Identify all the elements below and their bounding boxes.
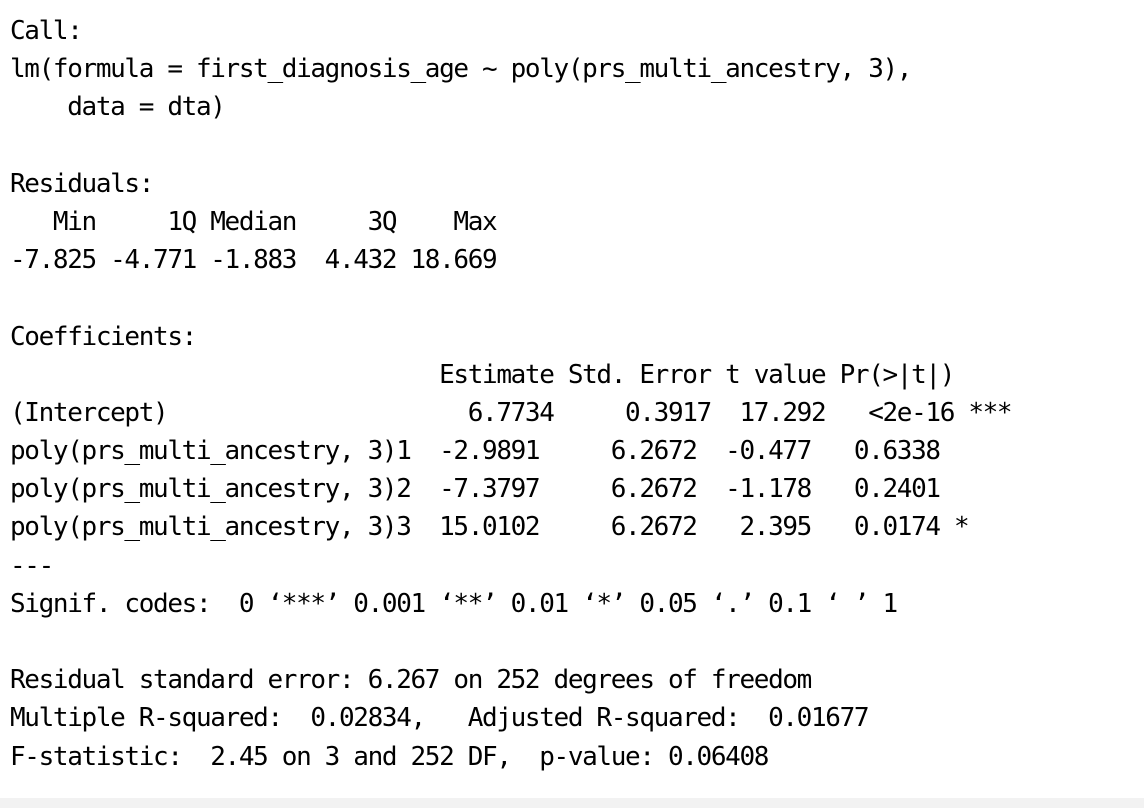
blank-line [10, 127, 1134, 165]
separator-line: --- [10, 550, 54, 581]
residuals-values: -7.825 -4.771 -1.883 4.432 18.669 [10, 245, 511, 276]
residuals-labels: Min 1Q Median 3Q Max [10, 206, 511, 237]
coefficient-row-poly3: poly(prs_multi_ancestry, 3)3 15.0102 6.2… [10, 512, 997, 543]
blank-line [10, 623, 1134, 661]
residuals-header: Residuals: [10, 168, 154, 199]
call-data-line: data = dta) [10, 92, 226, 123]
coefficient-row-poly2: poly(prs_multi_ancestry, 3)2 -7.3797 6.2… [10, 474, 997, 505]
call-header: Call: [10, 16, 83, 46]
coefficient-row-intercept: (Intercept) 6.7734 0.3917 17.292 <2e-16 … [10, 397, 1013, 428]
r-squared-line: Multiple R-squared: 0.02834, Adjusted R-… [10, 703, 883, 734]
coefficients-column-headers: Estimate Std. Error t value Pr(>|t|) [10, 359, 1012, 390]
residual-standard-error: Residual standard error: 6.267 on 252 de… [10, 665, 812, 696]
coefficient-row-poly1: poly(prs_multi_ancestry, 3)1 -2.9891 6.2… [10, 436, 997, 467]
f-statistic-line: F-statistic: 2.45 on 3 and 252 DF, p-val… [10, 741, 769, 772]
bottom-edge [0, 798, 1144, 808]
blank-line [10, 279, 1134, 317]
r-console-output: Call: lm(formula = first_diagnosis_age ~… [10, 12, 1134, 776]
signif-codes: Signif. codes: 0 ‘***’ 0.001 ‘**’ 0.01 ‘… [10, 588, 898, 619]
coefficients-header: Coefficients: [10, 321, 197, 352]
call-formula-line: lm(formula = first_diagnosis_age ~ poly(… [10, 54, 912, 85]
